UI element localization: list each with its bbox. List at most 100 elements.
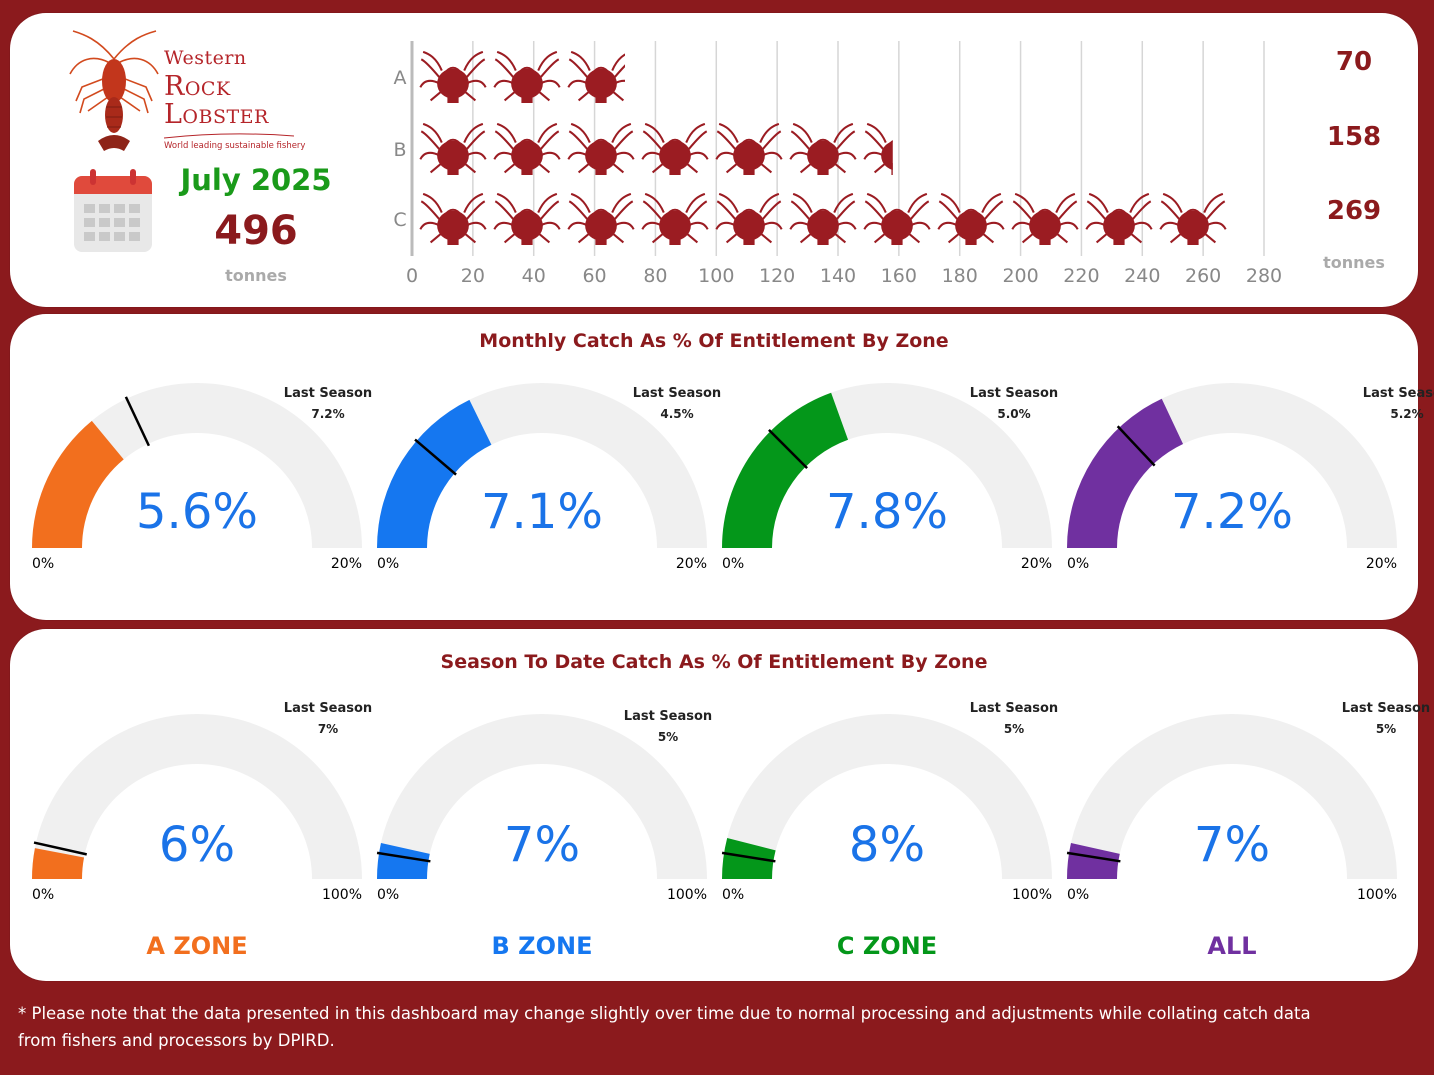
gauge-track — [722, 713, 1052, 879]
bar-a — [419, 51, 625, 103]
gauge-all: 7% 0% 100% Last Season 5% — [1066, 699, 1430, 919]
brand-line1: Western — [164, 47, 247, 69]
gauge-fill — [1067, 843, 1120, 879]
last-season-label: Last Season 5% — [964, 699, 1064, 739]
month-label: July 2025 — [180, 163, 332, 197]
last-season-marker — [768, 429, 808, 469]
gauge-arc — [377, 382, 707, 548]
gauge-max-label: 100% — [321, 887, 362, 903]
x-tick-label: 80 — [643, 265, 667, 287]
x-tick-label: 120 — [759, 265, 795, 287]
gauge-c: 8% 0% 100% Last Season 5% — [721, 699, 1064, 919]
last-season-marker — [33, 841, 87, 856]
last-season-title: Last Season — [1362, 386, 1434, 401]
gauge-arc — [1067, 382, 1397, 548]
total-unit: tonnes — [225, 266, 287, 285]
last-season-label: Last Season 5% — [1336, 699, 1434, 739]
last-season-value: 5.0% — [997, 407, 1031, 421]
last-season-label: Last Season 7.2% — [278, 384, 378, 424]
gauge-fill — [32, 848, 85, 879]
x-tick-label: 180 — [942, 265, 978, 287]
last-season-marker — [1116, 425, 1156, 467]
gauge-arc — [376, 713, 707, 879]
zone-label-c: C ZONE — [836, 932, 938, 960]
last-season-label: Last Season 5.0% — [964, 384, 1064, 424]
category-label: A — [394, 67, 407, 89]
gauge-max-label: 20% — [330, 556, 362, 572]
x-tick-label: 280 — [1246, 265, 1282, 287]
bar-b — [419, 123, 893, 175]
gauge-max-label: 100% — [1011, 887, 1052, 903]
last-season-title: Last Season — [1341, 701, 1431, 716]
footnote: * Please note that the data presented in… — [18, 1004, 1311, 1050]
x-tick-label: 220 — [1063, 265, 1099, 287]
gauge-track — [31, 382, 362, 548]
x-tick-label: 60 — [582, 265, 606, 287]
gauge-arc — [31, 713, 362, 879]
lobster-logo-icon — [69, 30, 159, 151]
gauge-value: 7% — [1193, 817, 1271, 873]
monthly-title: Monthly Catch As % Of Entitlement By Zon… — [479, 330, 949, 352]
last-season-value: 5% — [1003, 722, 1025, 736]
gauge-a: 6% 0% 100% Last Season 7% — [31, 699, 372, 919]
gauge-arc — [722, 382, 1052, 548]
gauge-fill — [722, 837, 776, 879]
logo-swoosh — [164, 133, 294, 139]
x-tick-label: 240 — [1124, 265, 1160, 287]
gauge-max-label: 20% — [675, 556, 707, 572]
zone-c-total: 269 — [1326, 196, 1382, 226]
x-tick-label: 0 — [406, 265, 418, 287]
x-tick-label: 160 — [881, 265, 917, 287]
summary-card: Western Rock Lobster World leading susta… — [10, 13, 1418, 307]
season-gauges-card: Season To Date Catch As % Of Entitlement… — [10, 629, 1430, 981]
last-season-title: Last Season — [623, 709, 713, 724]
last-season-title: Last Season — [632, 386, 722, 401]
gauge-c: 7.8% 0% 20% Last Season 5.0% — [722, 382, 1062, 582]
gauge-max-label: 100% — [1356, 887, 1397, 903]
gauge-min-label: 0% — [377, 556, 400, 572]
gauge-value: 8% — [848, 817, 926, 873]
last-season-title: Last Season — [283, 386, 373, 401]
bar-c — [419, 193, 1227, 245]
gauge-min-label: 0% — [377, 887, 400, 903]
x-tick-label: 100 — [698, 265, 734, 287]
gauge-all: 7.2% 0% 20% Last Season 5.2% — [1067, 382, 1434, 582]
gauge-max-label: 100% — [666, 887, 707, 903]
gauge-arc — [1066, 713, 1397, 879]
category-label: C — [393, 209, 406, 231]
gauge-min-label: 0% — [32, 556, 55, 572]
x-tick-label: 260 — [1185, 265, 1221, 287]
gauge-min-label: 0% — [722, 556, 745, 572]
gauge-min-label: 0% — [722, 887, 745, 903]
gauge-a: 5.6% 0% 20% Last Season 7.2% — [31, 382, 372, 582]
gauge-arc — [31, 382, 362, 548]
last-season-value: 7% — [317, 722, 339, 736]
last-season-label: Last Season 7% — [278, 699, 378, 739]
gauge-fill — [377, 843, 430, 879]
gauge-max-label: 20% — [1020, 556, 1052, 572]
gauge-track — [377, 713, 707, 879]
gauge-value: 5.6% — [136, 484, 258, 540]
x-tick-label: 20 — [461, 265, 485, 287]
zone-b-total: 158 — [1326, 122, 1382, 152]
gauge-fill — [32, 420, 124, 548]
last-season-value: 4.5% — [660, 407, 694, 421]
gauge-b: 7% 0% 100% Last Season 5% — [376, 699, 717, 919]
total-tonnes: 496 — [214, 208, 298, 254]
gauge-value: 7.1% — [481, 484, 603, 540]
last-season-title: Last Season — [969, 386, 1059, 401]
monthly-gauges-card: Monthly Catch As % Of Entitlement By Zon… — [10, 314, 1434, 620]
last-season-value: 5.2% — [1390, 407, 1424, 421]
last-season-marker — [124, 396, 151, 447]
brand-line2: Rock — [164, 71, 231, 102]
brand-line3: Lobster — [164, 99, 269, 130]
bar-unit-label: tonnes — [1323, 253, 1385, 272]
gauge-min-label: 0% — [1067, 887, 1090, 903]
gauge-track — [1067, 713, 1397, 879]
x-tick-label: 200 — [1002, 265, 1038, 287]
gauge-value: 7.8% — [826, 484, 948, 540]
gauge-arc — [721, 713, 1052, 879]
gauge-value: 6% — [158, 817, 236, 873]
gauge-track — [31, 713, 362, 879]
calendar-icon — [74, 169, 152, 252]
